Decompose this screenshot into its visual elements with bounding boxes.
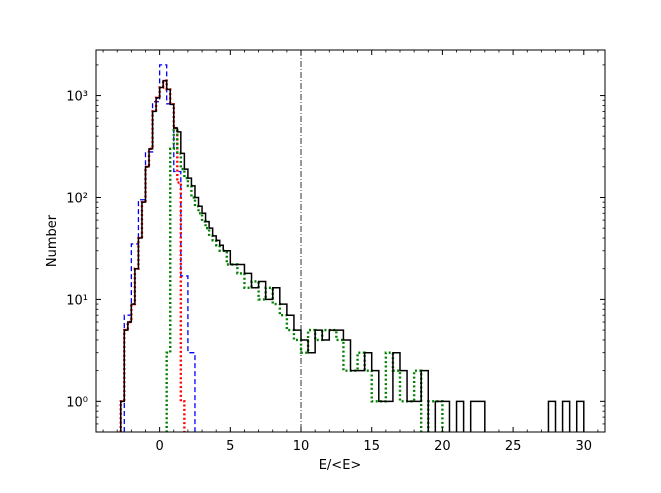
y-axis-label: Number xyxy=(45,214,60,267)
x-tick-label: 15 xyxy=(363,439,380,454)
x-tick-label: 0 xyxy=(155,439,163,454)
x-tick-label: 20 xyxy=(434,439,451,454)
y-tick-label: 10³ xyxy=(66,90,88,105)
histogram-series-4 xyxy=(119,79,585,432)
histogram-series-3 xyxy=(165,128,444,432)
histogram-series-1 xyxy=(123,64,196,432)
x-tick-label: 30 xyxy=(576,439,593,454)
plot-frame xyxy=(95,49,606,433)
x-tick-label: 5 xyxy=(226,439,234,454)
y-tick-label: 10² xyxy=(66,191,88,206)
x-tick-label: 25 xyxy=(505,439,522,454)
x-tick-label: 10 xyxy=(293,439,310,454)
y-tick-label: 10⁰ xyxy=(66,395,88,410)
y-tick-label: 10¹ xyxy=(66,293,88,308)
x-axis-label: E/<E> xyxy=(319,458,362,473)
